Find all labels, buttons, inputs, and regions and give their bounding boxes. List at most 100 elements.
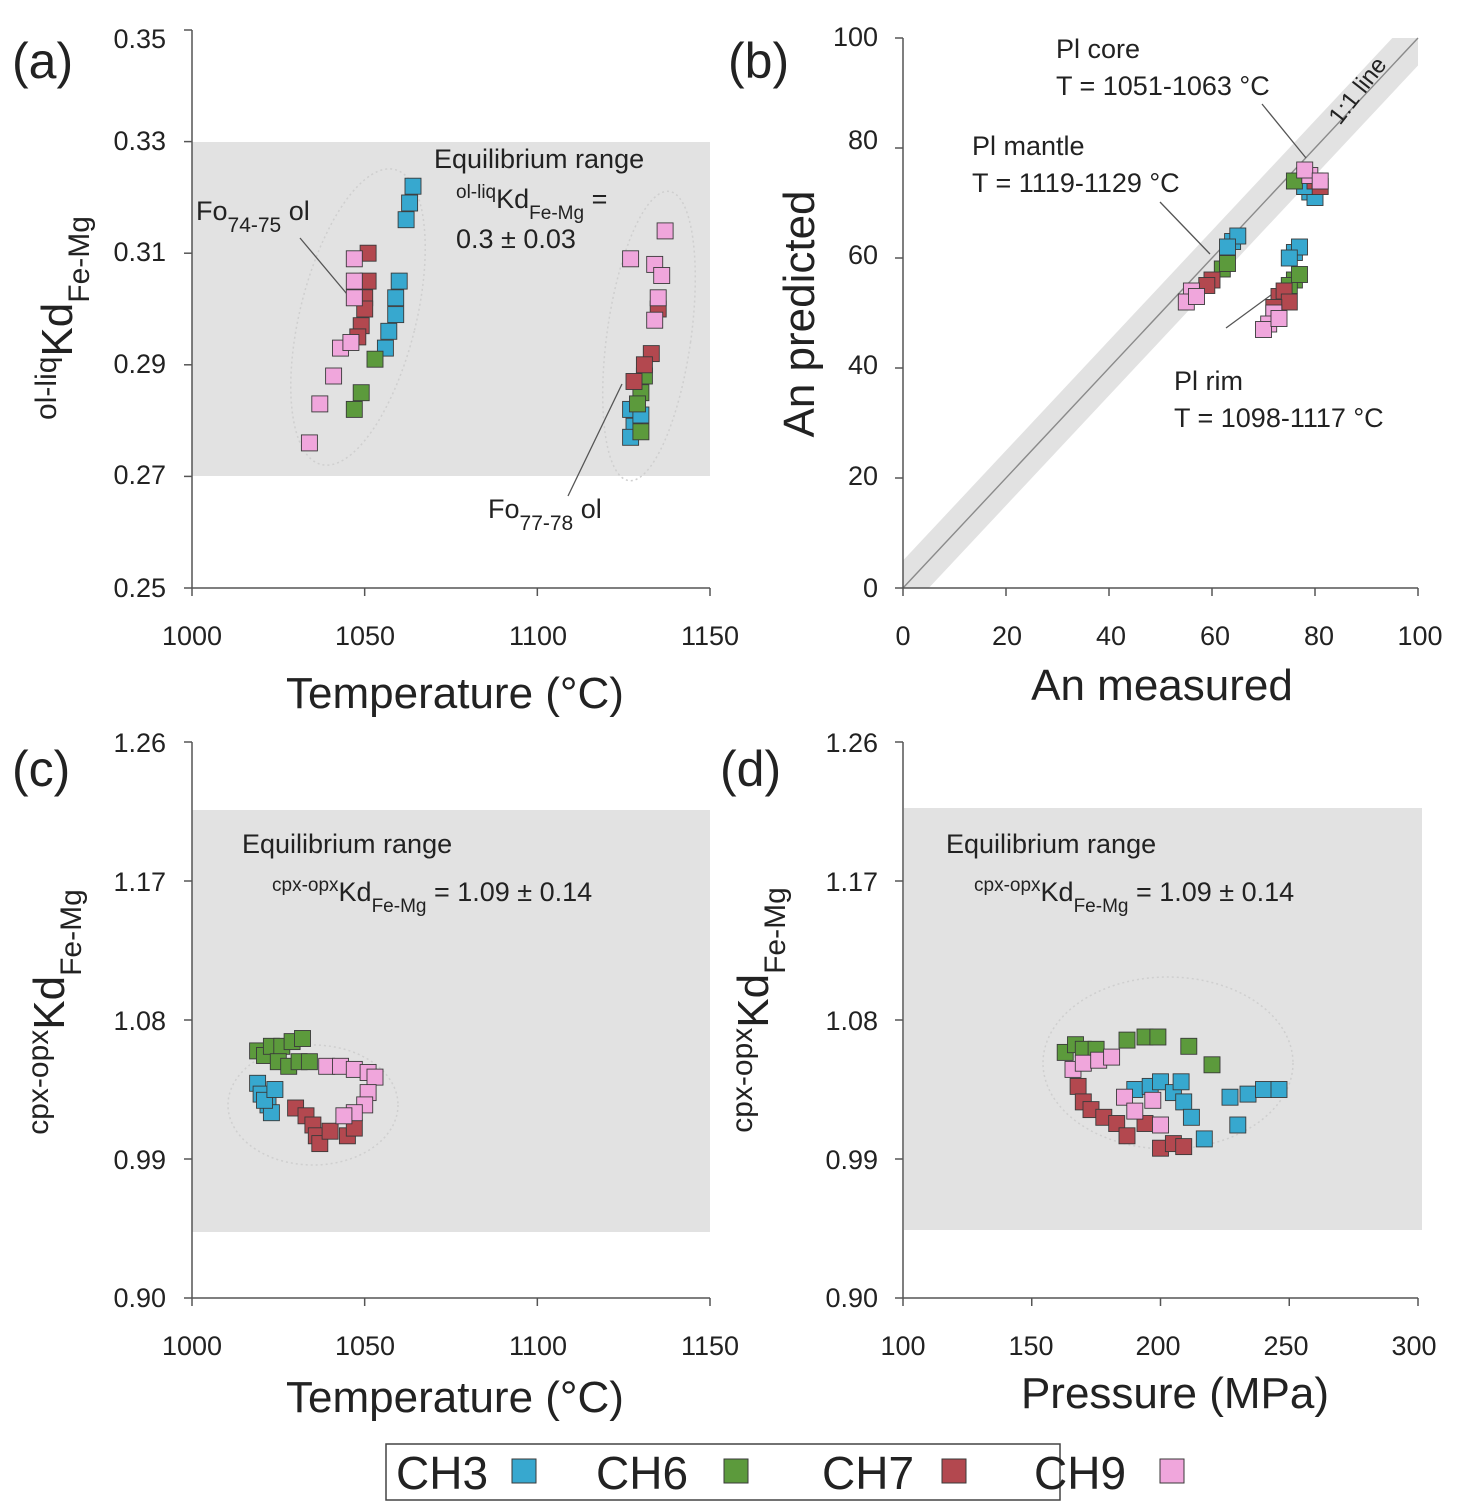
data-point-ch3 <box>405 178 421 194</box>
x-tick-label: 80 <box>1304 621 1334 651</box>
annotation-leader <box>1160 202 1210 254</box>
y-tick-label: 20 <box>848 461 878 491</box>
data-point-ch6 <box>1119 1032 1135 1048</box>
pl-mantle-title: Pl mantle <box>972 131 1085 161</box>
equilibrium-band <box>904 808 1422 1230</box>
data-point-ch9 <box>1297 162 1313 178</box>
equilibrium-title: Equilibrium range <box>242 829 452 859</box>
data-point-ch9 <box>647 312 663 328</box>
x-tick-label: 250 <box>1263 1331 1308 1361</box>
data-point-ch9 <box>326 368 342 384</box>
x-tick-label: 60 <box>1200 621 1230 651</box>
y-tick-label: 1.08 <box>113 1006 166 1036</box>
x-tick-label: 1150 <box>681 621 739 651</box>
x-tick-label: 100 <box>1397 621 1442 651</box>
x-axis-label: An measured <box>1031 661 1293 710</box>
x-tick-label: 20 <box>992 621 1022 651</box>
panel-b: (b) 100 80 60 40 20 0 0 20 40 60 80 100 … <box>728 22 1443 710</box>
data-point-ch9 <box>1145 1092 1161 1108</box>
y-tick-label: 0.29 <box>113 349 166 379</box>
x-tick-label: 1000 <box>162 621 222 651</box>
equilibrium-band <box>192 810 710 1232</box>
data-point-ch3 <box>1240 1086 1256 1102</box>
data-point-ch9 <box>1312 173 1328 189</box>
y-tick-label: 0.25 <box>113 573 166 603</box>
data-point-ch7 <box>1119 1128 1135 1144</box>
pl-core-temperature: T = 1051-1063 °C <box>1056 71 1270 101</box>
data-point-ch9 <box>650 290 666 306</box>
x-tick-label: 1050 <box>335 1331 395 1361</box>
equilibrium-title: Equilibrium range <box>434 144 644 174</box>
data-point-ch7 <box>322 1123 338 1139</box>
y-tick-label: 0.35 <box>113 24 166 54</box>
data-point-ch9 <box>1189 289 1205 305</box>
data-point-ch9 <box>1271 311 1287 327</box>
data-point-ch3 <box>1196 1131 1212 1147</box>
panel-c: (c) 1.26 1.17 1.08 0.99 0.90 1000 1050 1… <box>12 728 739 1422</box>
data-point-ch6 <box>346 401 362 417</box>
y-tick-label: 80 <box>848 125 878 155</box>
data-point-ch3 <box>1281 250 1297 266</box>
data-point-ch7 <box>636 357 652 373</box>
x-tick-label: 150 <box>1008 1331 1053 1361</box>
y-tick-label: 0.27 <box>113 460 166 490</box>
data-point-ch3 <box>388 290 404 306</box>
y-tick-label: 1.08 <box>825 1006 878 1036</box>
x-axis-label: Temperature (°C) <box>286 669 624 718</box>
y-tick-label: 1.26 <box>825 728 878 758</box>
data-point-ch9 <box>654 268 670 284</box>
data-point-ch6 <box>630 396 646 412</box>
x-tick-label: 1050 <box>335 621 395 651</box>
data-point-ch9 <box>346 251 362 267</box>
data-point-ch6 <box>1292 267 1308 283</box>
panel-label: (d) <box>720 741 781 797</box>
data-point-ch6 <box>633 424 649 440</box>
legend-label-ch9: CH9 <box>1034 1447 1126 1499</box>
x-tick-label: 300 <box>1391 1331 1436 1361</box>
y-tick-label: 40 <box>848 350 878 380</box>
y-tick-label: 1.17 <box>825 867 878 897</box>
x-tick-label: 1100 <box>509 1331 567 1361</box>
x-tick-label: 0 <box>895 621 910 651</box>
y-axis-label: An predicted <box>775 190 824 437</box>
y-tick-label: 60 <box>848 240 878 270</box>
pl-mantle-temperature: T = 1119-1129 °C <box>972 168 1180 198</box>
x-tick-label: 40 <box>1096 621 1126 651</box>
data-point-ch9 <box>312 396 328 412</box>
pl-rim-temperature: T = 1098-1117 °C <box>1174 403 1384 433</box>
x-tick-label: 200 <box>1135 1331 1180 1361</box>
data-point-ch9 <box>657 223 673 239</box>
x-tick-label: 1100 <box>509 621 567 651</box>
data-point-ch9 <box>301 435 317 451</box>
data-point-ch9 <box>1256 322 1272 338</box>
panel-label: (c) <box>12 741 70 797</box>
y-tick-label: 0.99 <box>113 1145 166 1175</box>
legend-label-ch7: CH7 <box>822 1447 914 1499</box>
x-axis-label: Pressure (MPa) <box>1021 1369 1329 1418</box>
data-point-ch7 <box>626 374 642 390</box>
y-tick-label: 1.17 <box>113 867 166 897</box>
data-point-ch9 <box>343 335 359 351</box>
data-point-ch6 <box>1150 1029 1166 1045</box>
data-point-ch3 <box>381 323 397 339</box>
legend-swatch-ch7 <box>942 1459 966 1483</box>
fo-label: Fo77-78 ol <box>488 494 602 535</box>
legend-swatch-ch9 <box>1160 1459 1184 1483</box>
data-point-ch6 <box>367 351 383 367</box>
panel-a: (a) 0.35 0.33 0.31 0.29 0.27 0.25 1000 1… <box>12 24 739 718</box>
data-point-ch3 <box>1256 1082 1272 1098</box>
legend-label-ch3: CH3 <box>396 1447 488 1499</box>
y-tick-label: 0 <box>863 573 878 603</box>
data-point-ch7 <box>1281 294 1297 310</box>
data-point-ch3 <box>398 212 414 228</box>
equilibrium-title: Equilibrium range <box>946 829 1156 859</box>
y-axis-label: ol-liqKdFe-Mg <box>30 216 96 420</box>
data-point-ch3 <box>267 1082 283 1098</box>
legend-label-ch6: CH6 <box>596 1447 688 1499</box>
data-point-ch3 <box>1183 1109 1199 1125</box>
x-tick-label: 1000 <box>162 1331 222 1361</box>
data-point-ch3 <box>1176 1094 1192 1110</box>
y-tick-label: 0.31 <box>113 237 166 267</box>
y-tick-label: 0.99 <box>825 1145 878 1175</box>
data-point-ch6 <box>353 385 369 401</box>
